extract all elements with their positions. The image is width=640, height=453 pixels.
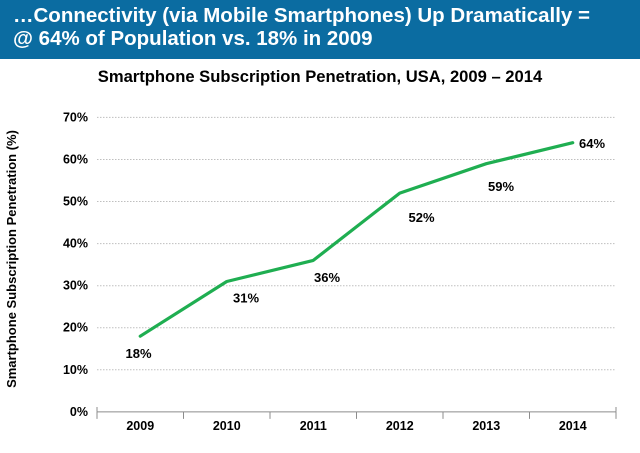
svg-text:2009: 2009 (126, 419, 154, 433)
svg-text:2011: 2011 (300, 419, 327, 433)
svg-text:20%: 20% (63, 321, 88, 335)
svg-text:2013: 2013 (472, 419, 500, 433)
svg-text:2014: 2014 (559, 419, 587, 433)
svg-text:2010: 2010 (213, 419, 241, 433)
svg-text:59%: 59% (488, 179, 514, 194)
svg-text:52%: 52% (408, 210, 434, 225)
svg-text:Smartphone Subscription Penetr: Smartphone Subscription Penetration (%) (4, 130, 19, 388)
svg-text:0%: 0% (70, 405, 88, 419)
svg-text:30%: 30% (63, 279, 88, 293)
svg-text:2012: 2012 (386, 419, 414, 433)
svg-text:40%: 40% (63, 237, 88, 251)
svg-text:18%: 18% (125, 346, 151, 361)
svg-text:60%: 60% (63, 152, 88, 166)
svg-text:36%: 36% (314, 270, 340, 285)
svg-text:70%: 70% (63, 110, 88, 124)
svg-text:31%: 31% (233, 291, 259, 306)
svg-text:64%: 64% (579, 136, 605, 151)
svg-text:50%: 50% (63, 195, 88, 209)
svg-text:10%: 10% (63, 363, 88, 377)
